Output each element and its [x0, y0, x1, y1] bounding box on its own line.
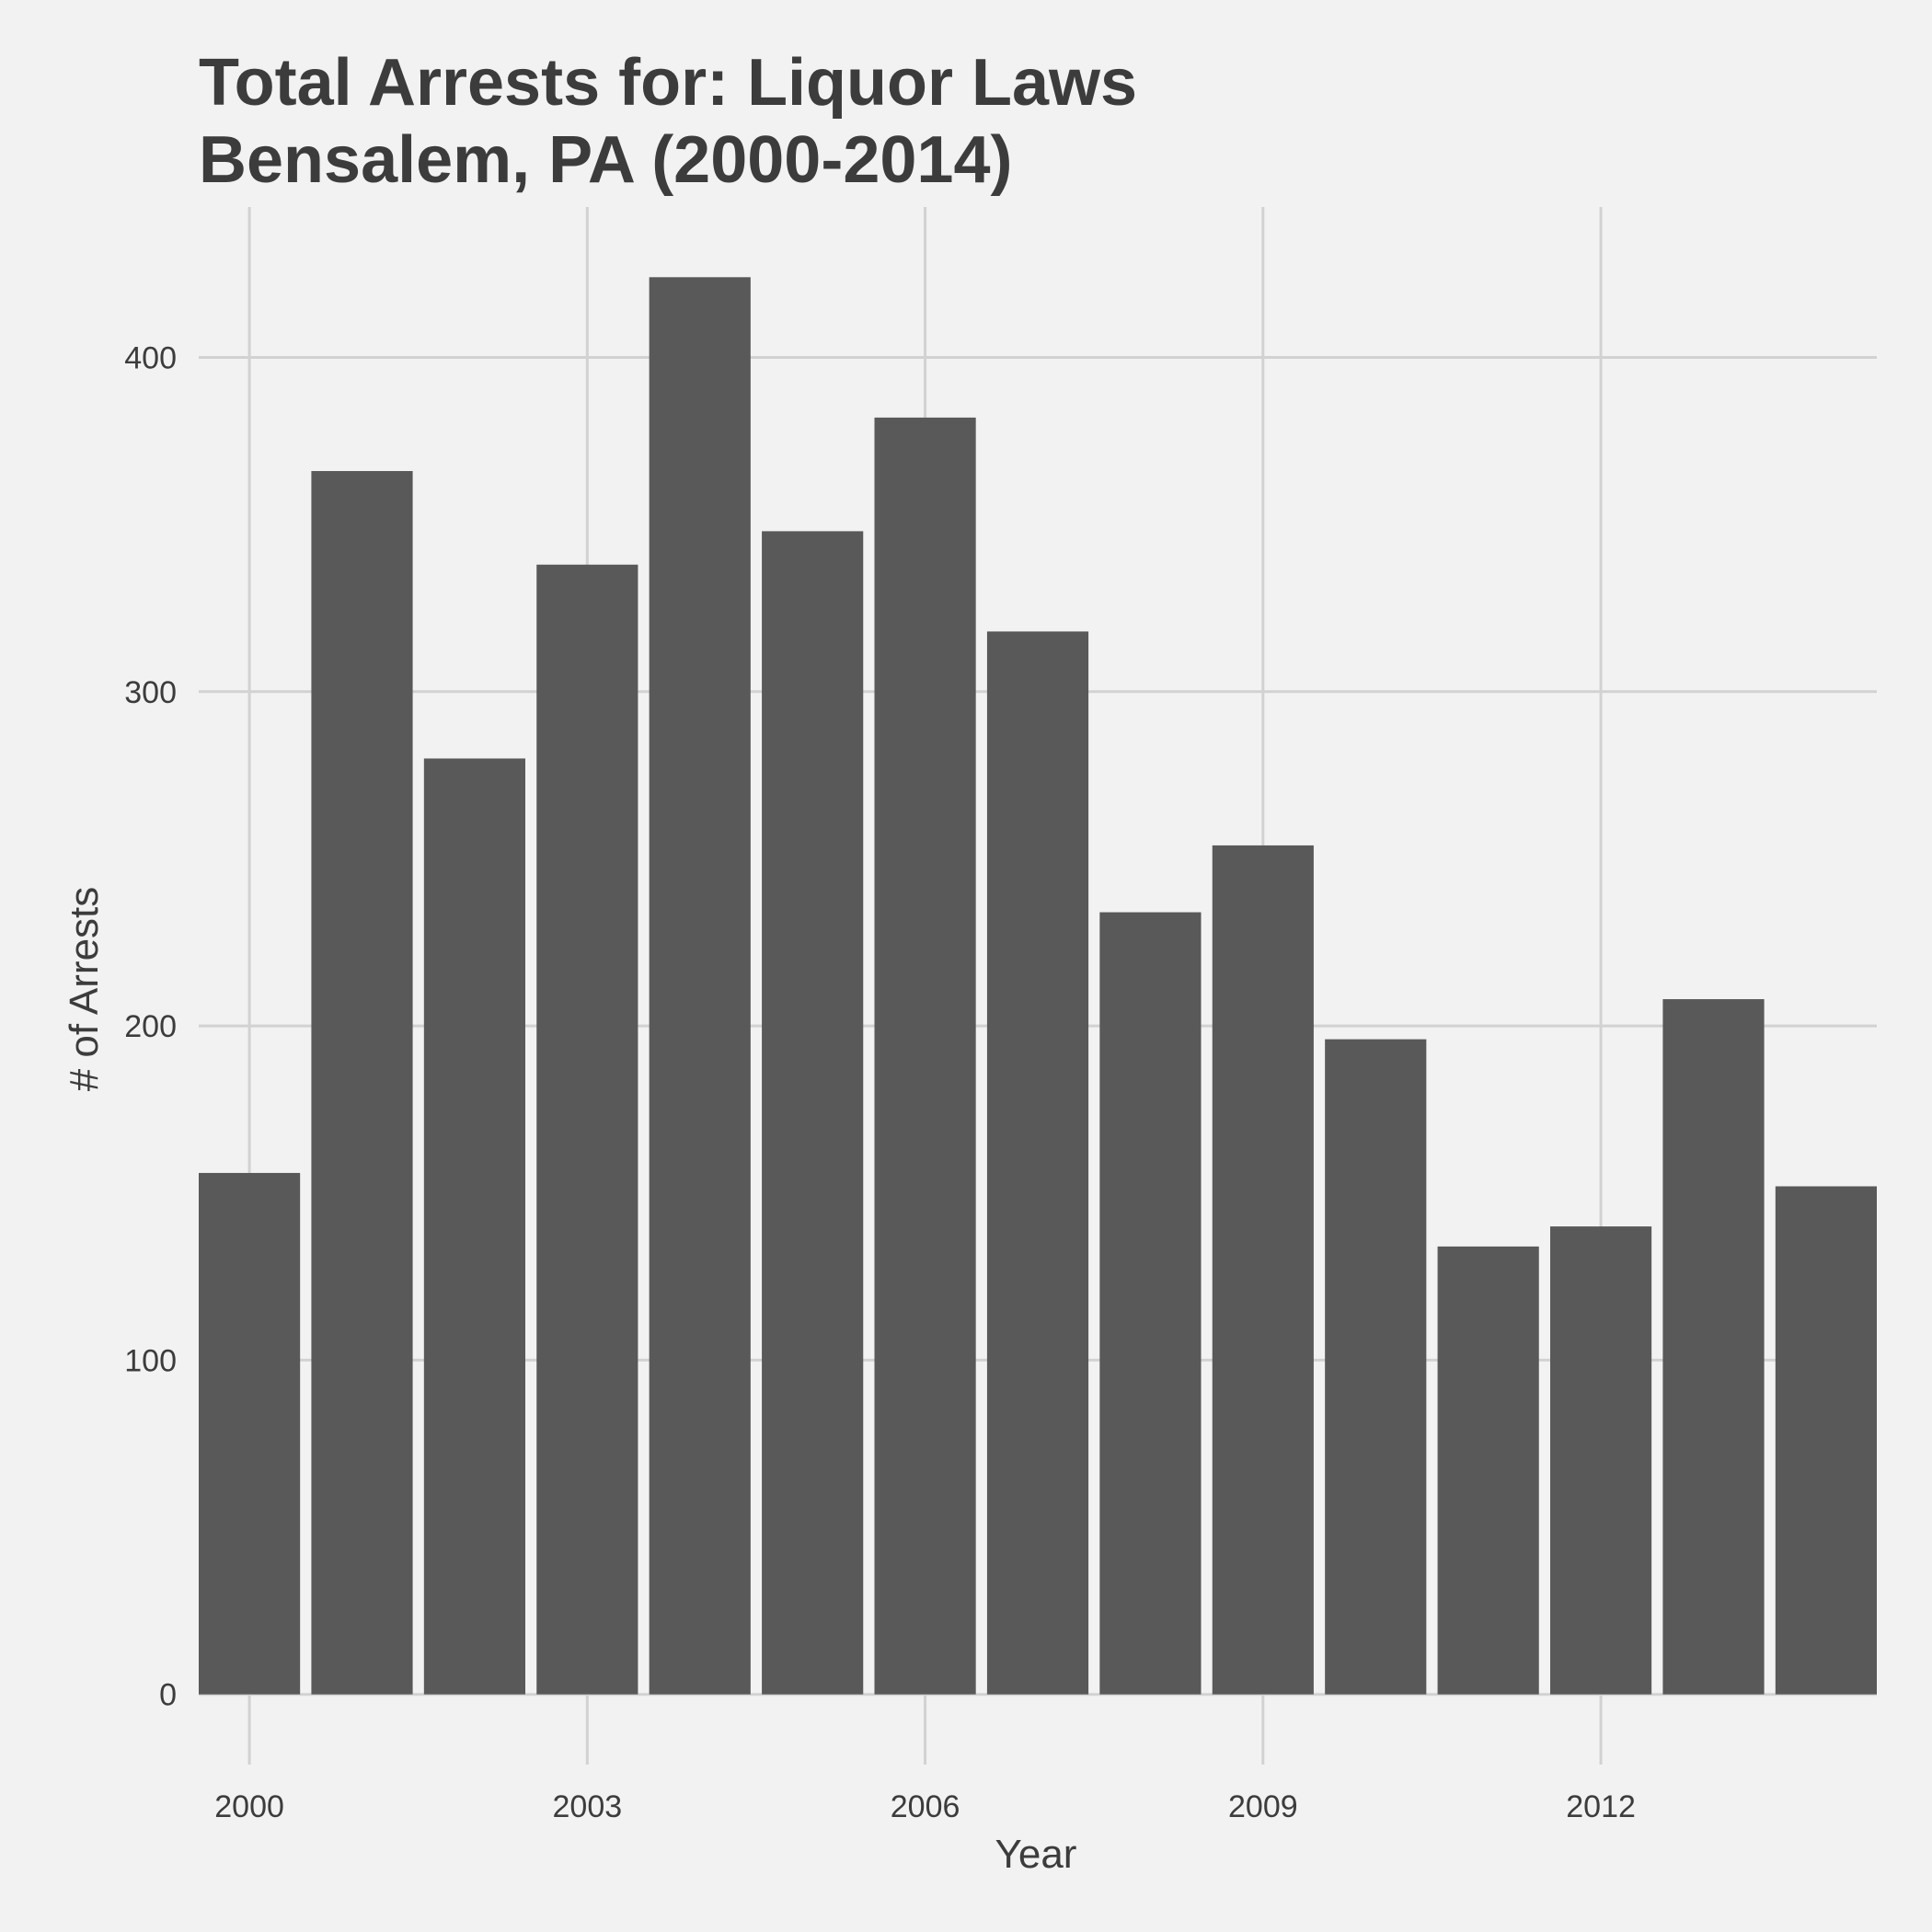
y-tick-label: 400	[124, 340, 177, 375]
bar	[986, 631, 1089, 1695]
x-tick-label: 2009	[1228, 1789, 1298, 1824]
x-tick-label: 2003	[553, 1789, 623, 1824]
bar	[874, 417, 976, 1695]
x-tick-label: 2006	[891, 1789, 960, 1824]
y-tick-label: 200	[124, 1009, 177, 1044]
bar	[536, 564, 638, 1695]
x-tick-label: 2012	[1566, 1789, 1636, 1824]
bar	[1437, 1246, 1539, 1695]
bar	[423, 758, 526, 1695]
bar	[1775, 1186, 1877, 1695]
bar	[649, 277, 751, 1695]
bar	[1099, 912, 1202, 1695]
chart-title-line-1: Total Arrests for: Liquor Laws	[199, 46, 1137, 120]
tick-labels: 0 100 200 300 400 2000 2003 2006 2009 2012	[124, 340, 1636, 1824]
bar	[311, 471, 413, 1695]
bar	[1325, 1039, 1427, 1695]
bar	[1549, 1226, 1652, 1695]
y-tick-label: 300	[124, 675, 177, 710]
y-axis-title: # of Arrests	[62, 887, 107, 1092]
y-tick-label: 0	[159, 1678, 177, 1713]
bar	[199, 1172, 301, 1695]
bar	[762, 531, 864, 1695]
bar	[1662, 999, 1765, 1695]
x-tick-label: 2000	[214, 1789, 284, 1824]
x-axis-title: Year	[995, 1832, 1077, 1877]
chart-title-line-2: Bensalem, PA (2000-2014)	[199, 123, 1012, 197]
y-tick-label: 100	[124, 1343, 177, 1378]
bar	[1212, 845, 1314, 1695]
bars	[199, 277, 1877, 1695]
